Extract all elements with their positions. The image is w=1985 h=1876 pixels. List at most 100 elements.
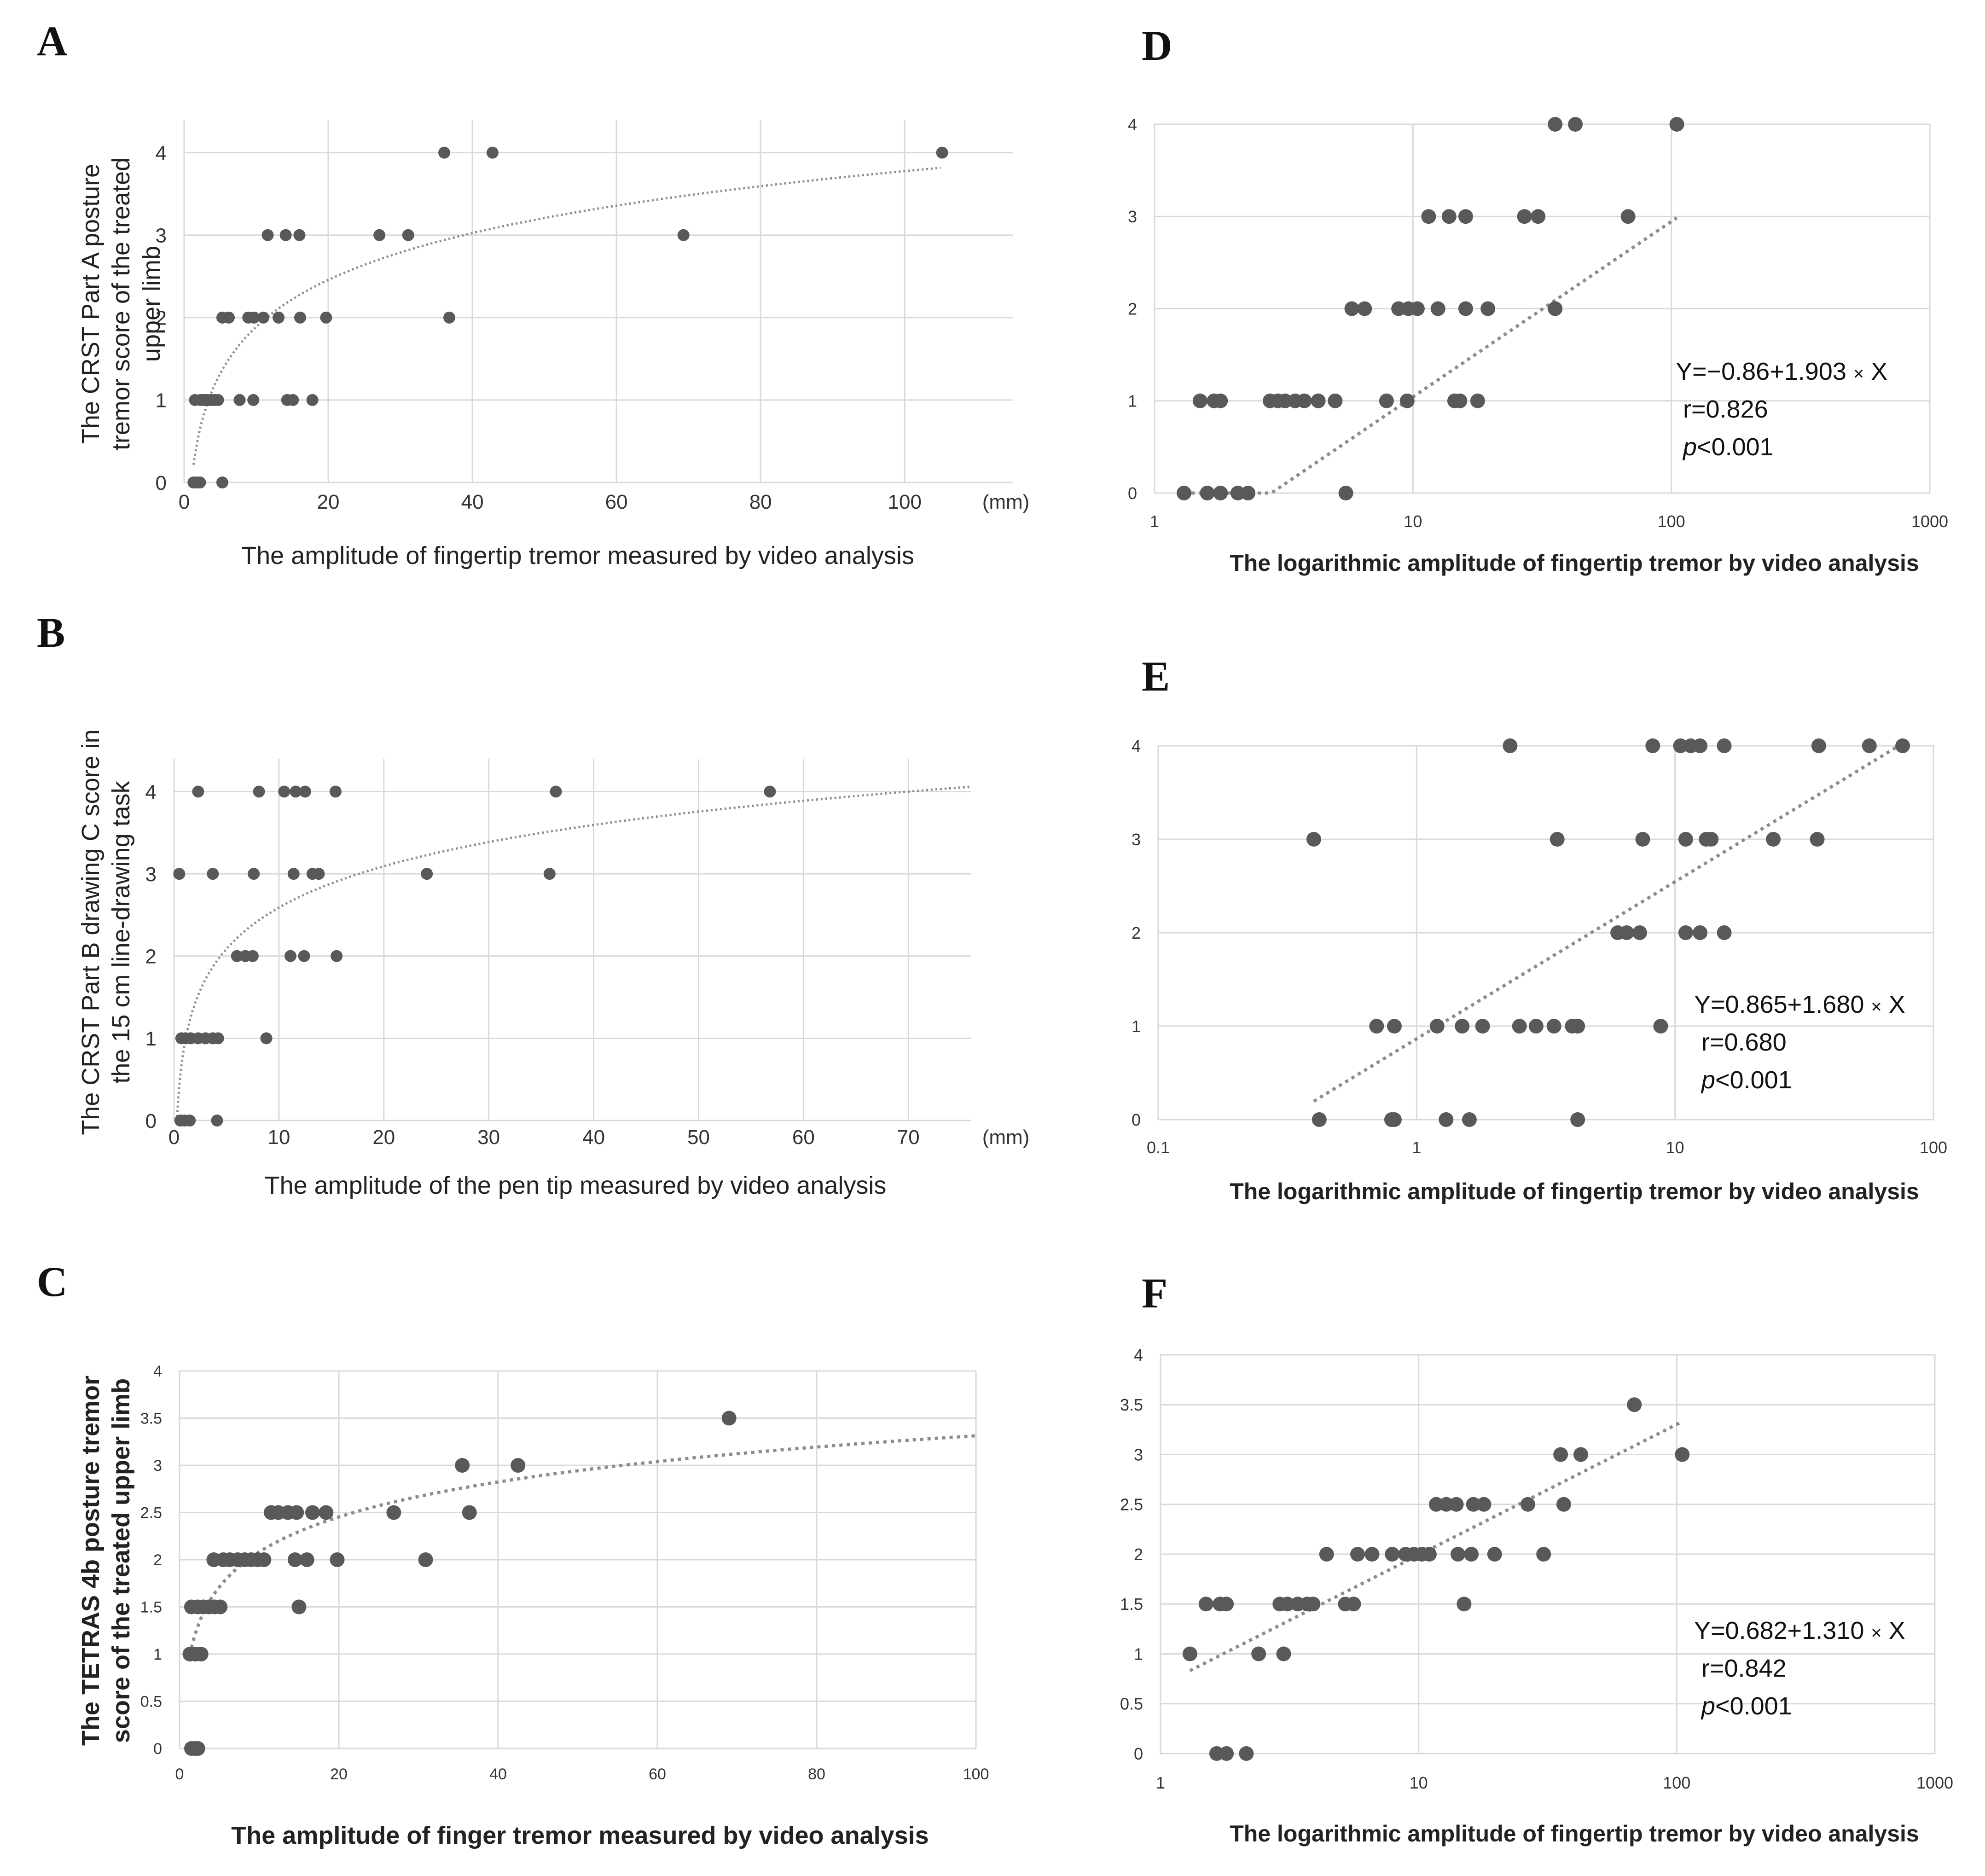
data-point <box>1520 1497 1535 1512</box>
trendline <box>176 785 972 1117</box>
data-points <box>173 785 776 1127</box>
x-tick-label: 1000 <box>1911 512 1948 531</box>
p-value-text: <0.001 <box>1715 1692 1792 1720</box>
regression-equation: Y=0.865+1.680 × X <box>1694 991 1905 1018</box>
data-point <box>550 785 562 798</box>
y-tick-label: 0 <box>1128 484 1137 503</box>
data-point <box>421 868 433 880</box>
data-point <box>455 1458 470 1473</box>
panel-letter: F <box>1142 1270 1167 1317</box>
data-point <box>293 229 306 241</box>
data-point <box>1673 738 1688 753</box>
data-point <box>1439 1112 1454 1127</box>
y-tick-label: 1 <box>153 1646 162 1663</box>
data-point <box>1678 925 1693 940</box>
data-point <box>1213 486 1228 500</box>
data-point <box>1241 486 1256 500</box>
data-point <box>373 229 386 241</box>
data-point <box>1619 925 1634 940</box>
data-point <box>231 950 243 962</box>
data-point <box>1810 832 1825 847</box>
x-unit-label: (mm) <box>982 491 1030 513</box>
x-tick-label: 10 <box>267 1126 290 1149</box>
data-point <box>284 950 296 962</box>
data-point <box>1669 117 1684 132</box>
y-tick-label: 4 <box>1128 115 1137 134</box>
data-point <box>1441 209 1457 224</box>
data-point <box>1470 393 1485 408</box>
data-point <box>212 394 224 406</box>
trendline <box>188 1434 976 1655</box>
data-point <box>1536 1547 1551 1562</box>
y-axis-title: The CRST Part A posture tremor score of t… <box>77 157 165 450</box>
data-point <box>1219 1597 1234 1612</box>
data-point <box>1704 832 1719 847</box>
x-tick-label: 1 <box>1150 512 1159 531</box>
data-point <box>1476 1497 1492 1512</box>
y-tick-label: 2 <box>153 1551 162 1569</box>
y-axis-title-line: upper limb <box>138 246 165 362</box>
data-point <box>1428 1497 1444 1512</box>
x-tick-label: 0 <box>179 491 190 513</box>
data-point <box>1503 738 1518 753</box>
data-point <box>212 1032 224 1045</box>
equation-variable: X <box>1882 991 1905 1018</box>
data-point <box>721 1411 737 1426</box>
y-axis-title: The TETRAS 4b posture tremor score of the… <box>77 1376 135 1746</box>
data-point <box>1364 1547 1380 1562</box>
data-point <box>1517 209 1532 224</box>
data-point <box>443 311 455 324</box>
data-point <box>677 229 690 241</box>
data-point <box>1457 1597 1472 1612</box>
data-point <box>1421 209 1436 224</box>
y-axis-title-line: the 15 cm line-drawing task <box>107 780 135 1083</box>
y-tick-label: 0 <box>156 472 167 494</box>
data-point <box>936 146 948 159</box>
data-point <box>1458 301 1473 316</box>
x-axis-title: The logarithmic amplitude of fingertip t… <box>1230 1821 1919 1847</box>
data-point <box>1399 393 1415 408</box>
data-point <box>253 785 265 798</box>
data-point <box>223 311 235 324</box>
data-point <box>1452 393 1468 408</box>
data-point <box>1480 301 1496 316</box>
x-tick-label: 10 <box>1410 1773 1428 1792</box>
data-point <box>319 1505 334 1520</box>
data-point <box>313 868 325 880</box>
plot-frame <box>1154 123 1931 494</box>
x-tick-label: 100 <box>1663 1773 1690 1792</box>
y-tick-label: 1 <box>156 389 167 412</box>
data-point <box>1213 393 1228 408</box>
y-axis-title-line: score of the treated upper limb <box>107 1378 135 1743</box>
y-axis-title: The CRST Part B drawing C score in the 15… <box>77 729 135 1135</box>
y-tick-label: 2.5 <box>1120 1495 1143 1514</box>
data-points <box>182 1411 737 1756</box>
data-point <box>211 1115 223 1127</box>
data-point <box>1385 1547 1400 1562</box>
y-tick-label: 3 <box>153 1457 162 1475</box>
data-point <box>1462 1112 1477 1127</box>
data-point <box>1280 1597 1295 1612</box>
equation-variable: X <box>1882 1617 1905 1644</box>
data-point <box>294 311 306 324</box>
data-point <box>1693 925 1708 940</box>
data-point <box>1464 1547 1479 1562</box>
times-symbol: × <box>1871 997 1881 1017</box>
trendline <box>1313 744 1903 1103</box>
data-point <box>261 229 274 241</box>
data-point <box>260 1032 273 1045</box>
x-tick-label: 70 <box>897 1126 920 1149</box>
data-point <box>1570 1019 1585 1034</box>
data-point <box>1219 1746 1234 1761</box>
p-value: p<0.001 <box>1701 1692 1792 1720</box>
data-point <box>289 1505 304 1520</box>
data-point <box>1328 393 1343 408</box>
x-tick-label: 30 <box>477 1126 500 1149</box>
data-point <box>330 1552 345 1567</box>
data-point <box>1811 738 1826 753</box>
y-tick-label: 2 <box>145 946 157 968</box>
x-tick-label: 0 <box>168 1126 180 1149</box>
x-tick-label: 100 <box>963 1766 989 1783</box>
data-point <box>273 311 285 324</box>
